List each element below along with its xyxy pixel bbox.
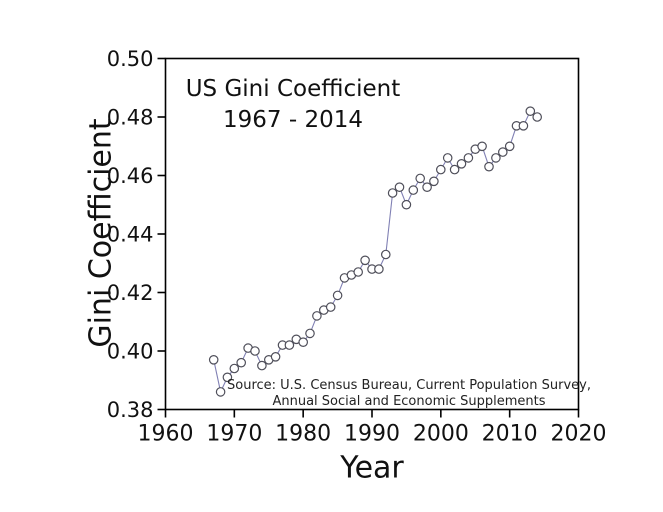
data-point-marker — [353, 267, 363, 277]
source-note-line2: Annual Social and Economic Supplements — [272, 393, 546, 409]
source-note: Source: U.S. Census Bureau, Current Popu… — [227, 378, 591, 409]
y-tick-label: 0.44 — [107, 223, 154, 247]
data-point-marker — [284, 340, 295, 350]
data-point-marker — [491, 153, 501, 163]
chart-title: US Gini Coefficient 1967 - 2014 — [186, 74, 401, 136]
data-point-marker — [332, 290, 343, 301]
data-point-marker — [236, 357, 246, 368]
data-point-marker — [374, 264, 384, 274]
data-point-marker — [504, 141, 515, 152]
data-point-marker — [387, 188, 398, 198]
y-tick-label: 0.40 — [107, 340, 154, 364]
data-point-marker — [497, 147, 508, 157]
y-tick-label: 0.38 — [107, 398, 154, 422]
data-point-marker — [477, 141, 487, 152]
data-point-marker — [312, 311, 322, 321]
data-point-marker — [250, 346, 260, 356]
x-tick-label: 2010 — [482, 422, 538, 447]
data-point-marker — [408, 185, 419, 195]
data-point-marker — [298, 337, 308, 347]
data-point-marker — [229, 363, 240, 374]
x-axis-title: Year — [340, 450, 404, 486]
source-note-line1: Source: U.S. Census Bureau, Current Popu… — [227, 378, 591, 393]
data-point-marker — [442, 153, 453, 163]
x-tick-label: 1960 — [138, 422, 194, 447]
data-point-marker — [525, 106, 536, 116]
data-point-marker — [532, 112, 542, 122]
data-point-marker — [305, 328, 315, 339]
data-point-marker — [325, 302, 336, 312]
data-point-marker — [422, 182, 432, 192]
data-point-marker — [257, 360, 267, 371]
data-point-marker — [380, 249, 391, 260]
y-tick-label: 0.46 — [107, 164, 154, 188]
data-point-marker — [415, 173, 425, 184]
y-tick-label: 0.48 — [107, 106, 154, 130]
data-point-marker — [429, 176, 439, 187]
chart-title-line1: US Gini Coefficient — [185, 76, 401, 102]
data-point-marker — [270, 351, 281, 362]
data-point-marker — [456, 159, 467, 169]
x-tick-label: 2000 — [413, 422, 469, 447]
series-line — [213, 110, 538, 394]
chart-title-line2: 1967 - 2014 — [222, 107, 363, 133]
data-point-marker — [401, 199, 412, 210]
data-point-marker — [435, 164, 446, 175]
data-point-marker — [360, 255, 370, 266]
data-point-marker — [449, 164, 460, 175]
data-point-marker — [463, 153, 474, 163]
data-point-marker — [222, 372, 233, 383]
data-point-marker — [518, 121, 529, 131]
data-point-marker — [484, 161, 494, 172]
y-tick-label: 0.50 — [107, 47, 154, 71]
x-tick-label: 1970 — [206, 422, 262, 447]
y-axis-title: Gini Coefficient — [83, 118, 119, 348]
x-tick-label: 1990 — [344, 422, 400, 447]
x-tick-label: 2020 — [551, 422, 607, 447]
data-point-marker — [394, 182, 405, 192]
data-point-marker — [215, 387, 226, 397]
y-tick-label: 0.42 — [107, 281, 154, 305]
x-tick-label: 1980 — [275, 422, 331, 447]
data-point-marker — [208, 354, 219, 365]
